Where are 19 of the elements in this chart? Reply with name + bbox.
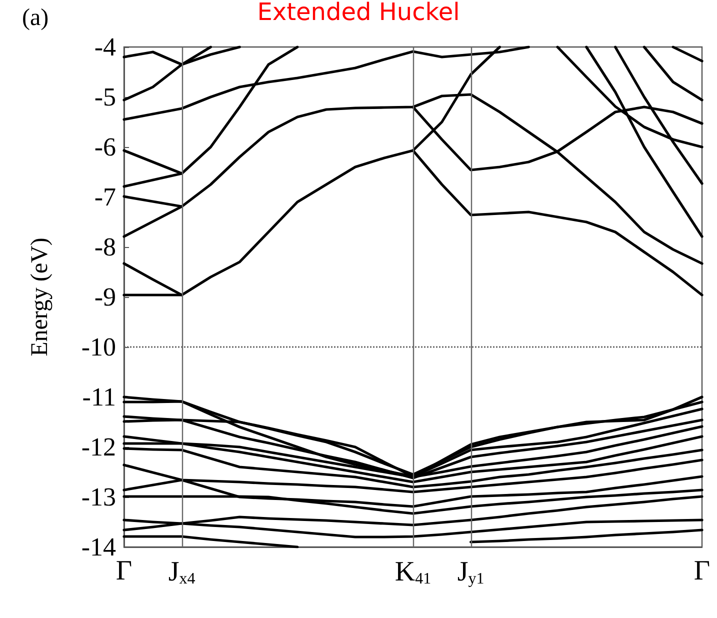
y-tick-label: -7 [94,182,116,212]
y-tick-label: -9 [94,282,116,312]
y-tick-label: -13 [81,482,116,512]
y-tick-label: -8 [94,232,116,262]
x-tick-label: Γ [116,556,132,586]
x-tick-label: Γ [694,556,710,586]
text: (a) [22,5,49,31]
y-tick-label: -14 [81,532,116,562]
x-tick-label: Jy1 [457,556,484,588]
y-tick-label: -10 [81,332,116,362]
y-tick-label: -6 [94,132,116,162]
y-tick-label: -11 [82,382,116,412]
x-tick-label: Jx4 [168,556,196,588]
y-tick-label: -12 [81,432,116,462]
y-axis-title: Energy (eV) [27,238,53,356]
x-tick-label: K41 [394,556,432,588]
y-tick-label: -5 [94,82,116,112]
y-tick-label: -4 [94,32,116,62]
chart-title: Extended Huckel [257,0,460,26]
